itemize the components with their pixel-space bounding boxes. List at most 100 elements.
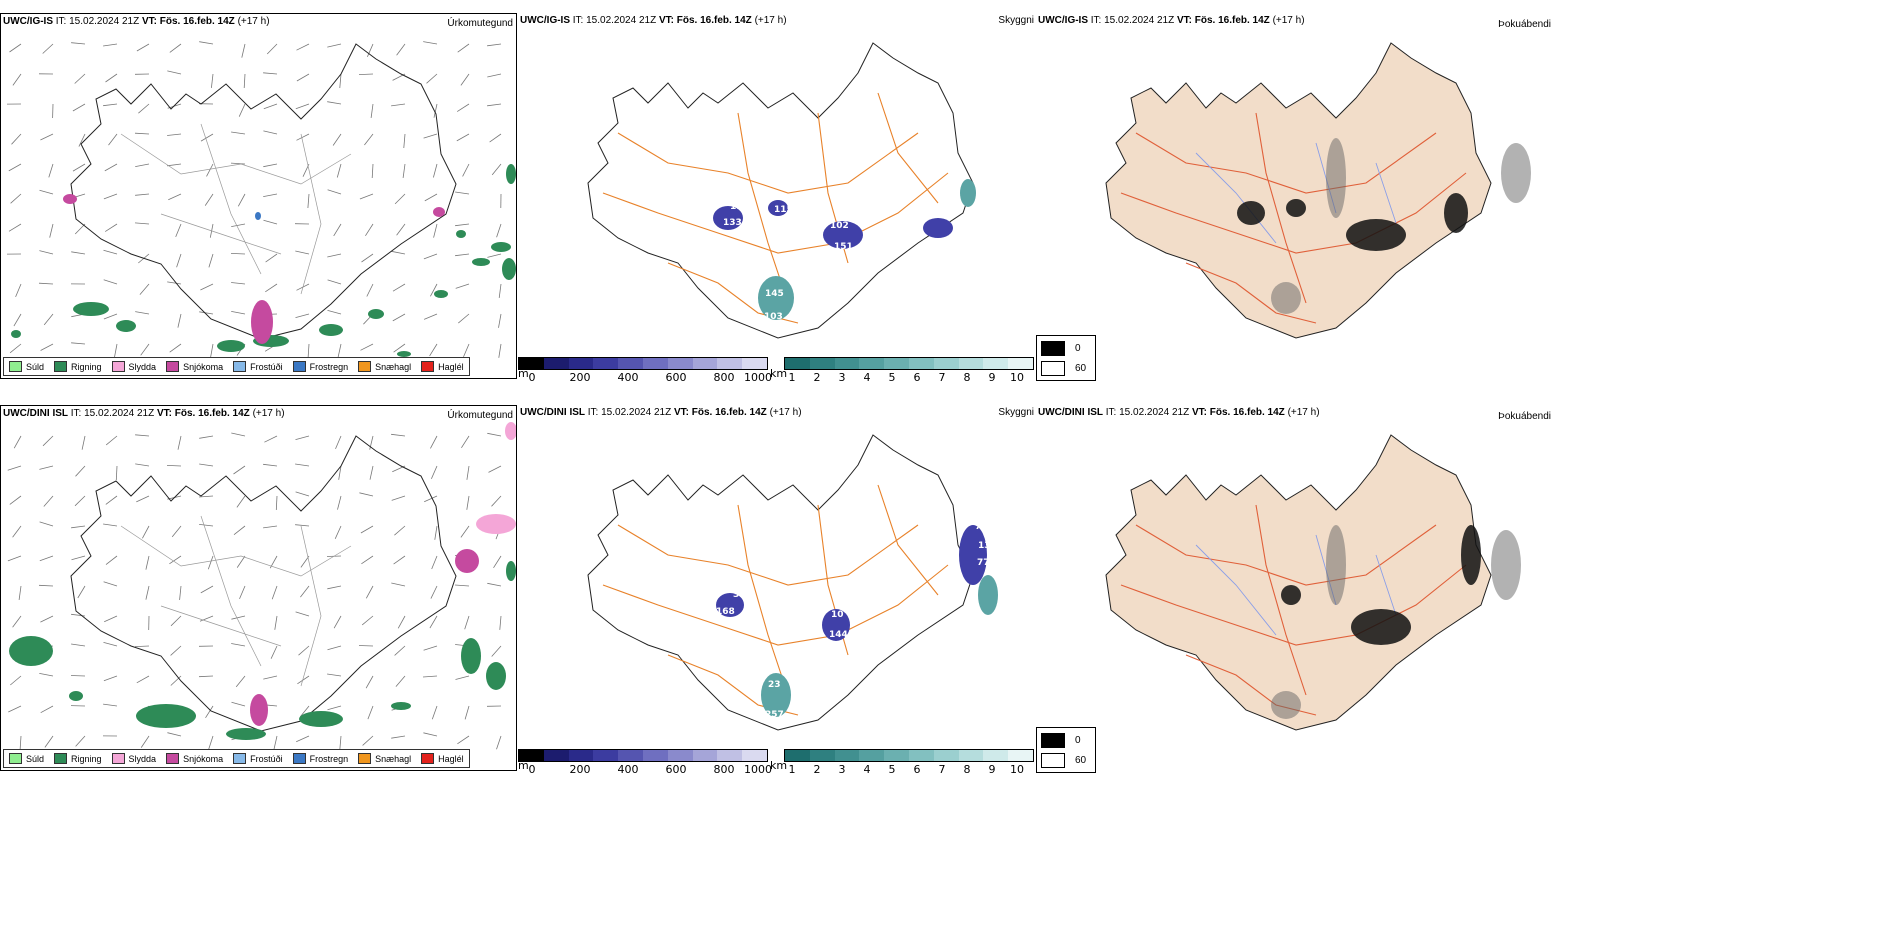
wind-barb	[338, 465, 342, 480]
colorbar-tick-label: 200	[569, 763, 591, 776]
wind-barb	[359, 492, 374, 497]
wind-barb	[391, 103, 406, 107]
wind-barb	[210, 343, 214, 358]
cloud-base-colorbar-bottom: 0 200 400 600 800 1000	[518, 749, 772, 776]
wind-barb	[496, 223, 502, 238]
wind-barb	[199, 463, 214, 467]
cloud-label: 76	[975, 522, 988, 532]
wind-barb	[391, 495, 406, 501]
wind-barb	[75, 465, 86, 477]
panel-header: UWC/IG-IS IT: 15.02.2024 21Z VT: Fös. 16…	[3, 16, 270, 27]
wind-barb	[487, 43, 502, 47]
colorbar-tick-label: 9	[988, 763, 996, 776]
wind-barb	[295, 463, 310, 467]
colorbar-segment	[958, 750, 984, 761]
wind-barb	[208, 253, 214, 268]
wind-barb	[487, 253, 502, 258]
precip-type-panel-top: UWC/IG-IS IT: 15.02.2024 21Z VT: Fös. 16…	[0, 13, 517, 379]
wind-barb	[199, 311, 214, 315]
colorbar-segment	[859, 750, 885, 761]
wind-barb	[296, 735, 310, 743]
wind-barb	[104, 163, 118, 172]
wind-barb	[327, 585, 342, 590]
wind-barb	[208, 735, 214, 750]
wind-barb	[423, 313, 438, 320]
wind-barb	[175, 223, 182, 238]
wind-barb	[241, 43, 246, 58]
wind-barb	[489, 133, 502, 143]
wind-barb	[273, 735, 278, 750]
colorbar-segment	[1008, 358, 1033, 369]
wind-barb	[231, 311, 246, 315]
fog-panel-top: UWC/IG-IS IT: 15.02.2024 21Z VT: Fös. 16…	[1036, 13, 1556, 379]
wind-barb	[206, 163, 214, 177]
panel-title: Úrkomutegund	[447, 18, 513, 29]
wind-barb	[138, 103, 150, 114]
wind-barb	[430, 283, 438, 297]
wind-barb	[264, 435, 278, 443]
wind-barb	[238, 103, 246, 117]
wind-barb	[39, 521, 54, 527]
colorbar-segment	[785, 358, 810, 369]
wind-barb	[296, 73, 310, 82]
wind-barb	[361, 615, 374, 626]
precip-type-panel-bottom: UWC/DINI ISL IT: 15.02.2024 21Z VT: Fös.…	[0, 405, 517, 771]
wind-barb	[10, 675, 22, 686]
wind-barb	[200, 585, 214, 594]
legend-item-snjokoma: Snjókoma	[166, 361, 223, 372]
wind-barb	[139, 283, 150, 295]
wind-barb	[103, 103, 118, 107]
wind-barb	[423, 133, 438, 139]
legend-item-snjokoma: Snjókoma	[166, 753, 223, 764]
wind-barb	[369, 435, 374, 450]
wind-barb	[358, 645, 374, 647]
wind-barb	[167, 70, 182, 75]
wind-barb	[75, 735, 86, 747]
wind-barb	[265, 253, 278, 263]
wind-barb	[39, 465, 54, 470]
wind-barb	[464, 705, 470, 720]
colorbar-tick-label: 8	[963, 371, 971, 384]
wind-barb	[263, 72, 278, 75]
colorbar-segment	[642, 750, 668, 761]
colorbar-segment	[519, 358, 544, 369]
wind-barb	[334, 525, 342, 539]
wind-barb	[134, 132, 150, 135]
wind-barb	[200, 283, 214, 291]
colorbar-segment	[568, 358, 594, 369]
wind-barb	[167, 732, 182, 737]
wind-barb	[429, 615, 438, 629]
fog-panel-bottom: UWC/DINI ISL IT: 15.02.2024 21Z VT: Fös.…	[1036, 405, 1556, 771]
cloud-base-unit: m	[518, 759, 529, 772]
wind-barb	[103, 523, 118, 527]
wind-barb	[135, 434, 150, 437]
legend-item-sudl: Súld	[9, 753, 44, 764]
cloud-label: 74	[773, 596, 786, 606]
wind-barb	[39, 189, 54, 195]
wind-barb	[81, 435, 86, 450]
colorbar-segment	[809, 750, 835, 761]
wind-barb	[263, 193, 278, 197]
wind-barb	[295, 313, 310, 318]
wind-barb	[487, 582, 502, 587]
wind-barb	[74, 223, 86, 235]
wind-barb	[70, 675, 86, 677]
wind-barb	[103, 703, 118, 707]
colorbar-segment	[834, 750, 860, 761]
wind-barb	[77, 585, 86, 599]
wind-barb	[12, 525, 22, 538]
iceland-map: 7 11 133 115 102 151 145 103	[575, 42, 976, 339]
wind-barb	[367, 705, 374, 720]
wind-barb	[423, 41, 438, 45]
wind-barb	[295, 524, 310, 527]
wind-barb	[487, 432, 502, 437]
wind-barb	[177, 435, 182, 450]
colorbar-tick-label: 0	[528, 763, 536, 776]
precip-legend: Súld Rigning Slydda Snjókoma Frostúði Fr…	[3, 357, 470, 376]
colorbar-segment	[618, 358, 643, 369]
wind-barb	[140, 343, 150, 356]
colorbar-segment	[742, 358, 767, 369]
wind-barb	[499, 615, 502, 630]
wind-barb	[460, 525, 470, 538]
wind-barb	[9, 343, 22, 354]
